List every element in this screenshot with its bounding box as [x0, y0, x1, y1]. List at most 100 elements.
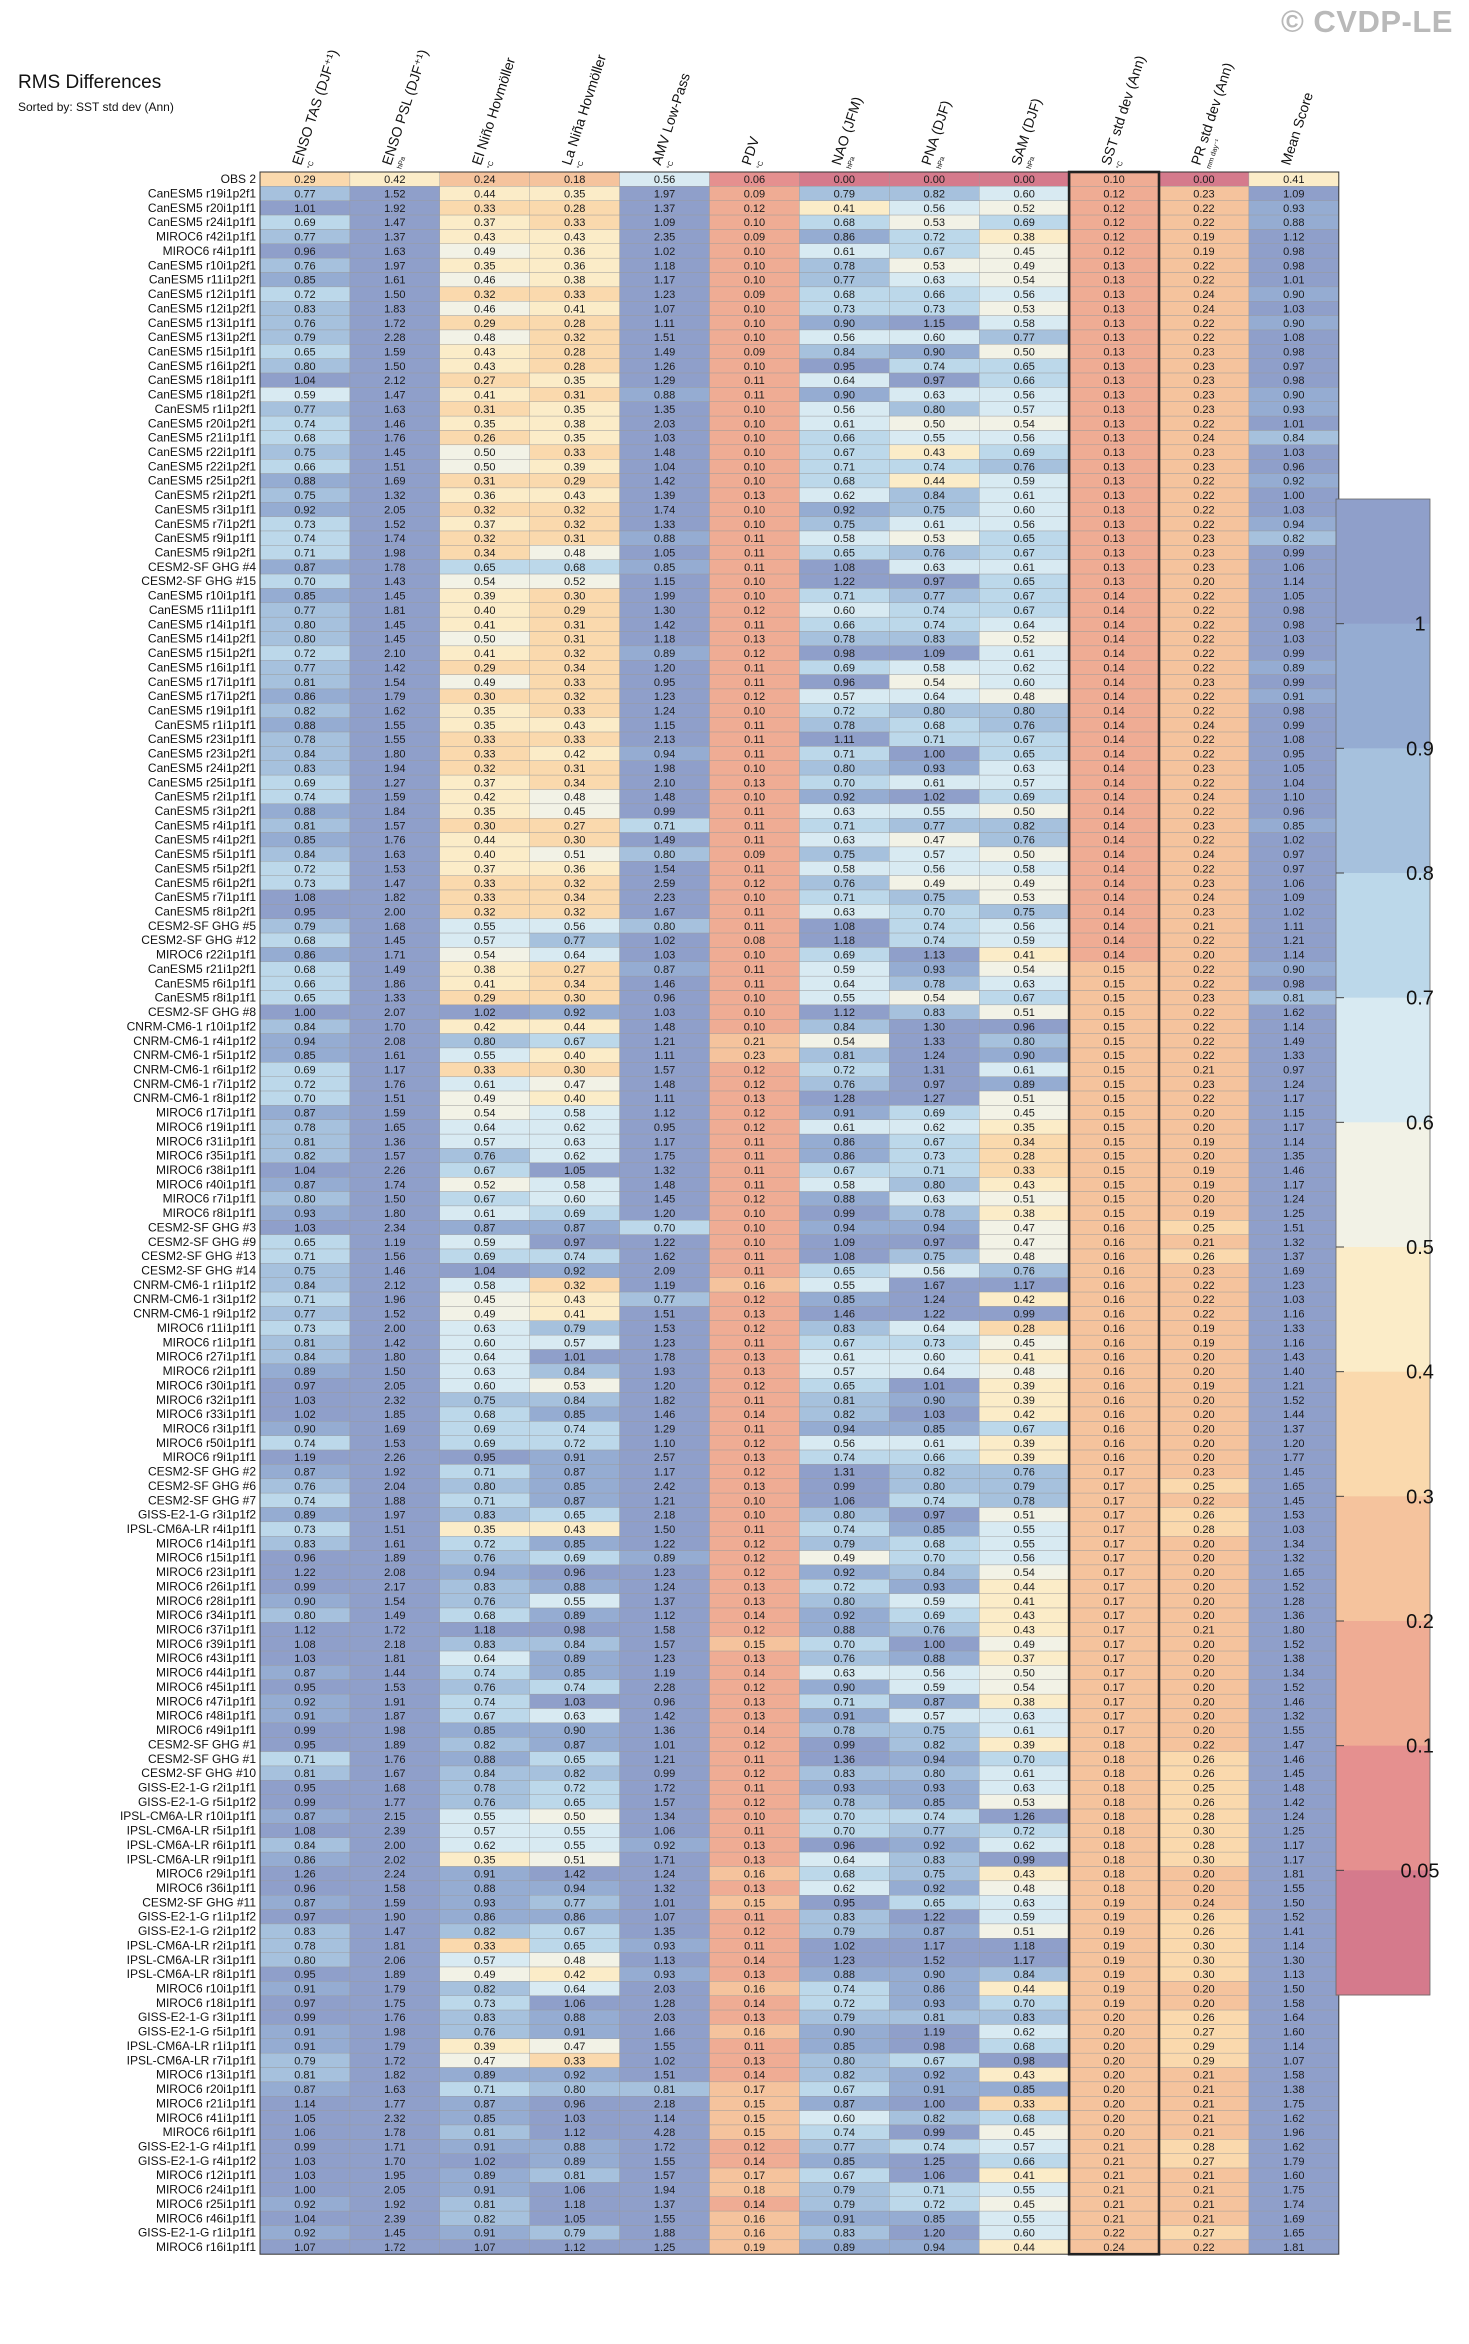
- cell-value: 0.12: [744, 1739, 765, 1751]
- colorbar-swatch: [1336, 1496, 1430, 1622]
- cell-value: 0.82: [1013, 820, 1034, 832]
- cell-value: 0.16: [1103, 1323, 1124, 1335]
- cell-value: 0.18: [744, 2185, 765, 2197]
- cell-value: 0.84: [1283, 433, 1304, 445]
- cell-value: 1.06: [654, 1826, 675, 1838]
- cell-value: 0.19: [1193, 1208, 1214, 1220]
- cell-value: 0.13: [744, 1352, 765, 1364]
- cell-value: 2.35: [654, 232, 675, 244]
- cell-value: 0.35: [474, 1524, 495, 1536]
- cell-value: 0.20: [1193, 1711, 1214, 1723]
- cell-value: 1.76: [384, 835, 405, 847]
- cell-value: 0.18: [1103, 1883, 1124, 1895]
- cell-value: 1.58: [1283, 2070, 1304, 2082]
- cell-value: 0.85: [564, 1538, 585, 1550]
- cell-value: 0.77: [294, 1309, 315, 1321]
- cell-value: 0.89: [654, 648, 675, 660]
- cell-value: 0.11: [744, 734, 765, 746]
- cell-value: 0.17: [1103, 1668, 1124, 1680]
- row-label: CESM2-SF GHG #1: [148, 1752, 256, 1766]
- cell-value: 0.42: [1013, 1294, 1034, 1306]
- cell-value: 0.15: [744, 1897, 765, 1909]
- column-header-unit: hPa: [397, 156, 408, 170]
- cell-value: 0.10: [744, 591, 765, 603]
- row-label: GISS-E2-1-G r4i1p1f1: [138, 2139, 256, 2153]
- cell-value: 0.10: [744, 303, 765, 315]
- cell-value: 1.03: [1283, 1524, 1304, 1536]
- cell-value: 1.72: [384, 2242, 405, 2254]
- cell-value: 0.12: [744, 1438, 765, 1450]
- cell-value: 1.37: [654, 2199, 675, 2211]
- cell-value: 0.87: [294, 1897, 315, 1909]
- cell-value: 1.12: [654, 1108, 675, 1120]
- cell-value: 0.88: [474, 1754, 495, 1766]
- cell-value: 1.24: [654, 705, 675, 717]
- cell-value: 0.13: [744, 1696, 765, 1708]
- column-header-unit: °C: [486, 160, 496, 170]
- cell-value: 0.70: [294, 576, 315, 588]
- cell-value: 1.22: [294, 1567, 315, 1579]
- cell-value: 2.39: [384, 1826, 405, 1838]
- cell-value: 0.81: [294, 820, 315, 832]
- cell-value: 0.14: [1103, 720, 1124, 732]
- colorbar-tick-label: 0.8: [1406, 863, 1434, 885]
- row-label: MIROC6 r11i1p1f1: [157, 1321, 256, 1335]
- cell-value: 1.85: [384, 1409, 405, 1421]
- cell-value: 0.12: [744, 1567, 765, 1579]
- cell-value: 0.80: [924, 1481, 945, 1493]
- cell-value: 0.88: [834, 1194, 855, 1206]
- cell-value: 1.03: [654, 950, 675, 962]
- cell-value: 0.35: [564, 375, 585, 387]
- cell-value: 0.84: [294, 1280, 315, 1292]
- row-label: MIROC6 r36i1p1f1: [156, 1881, 256, 1895]
- cell-value: 0.62: [1013, 1840, 1034, 1852]
- row-label: CanESM5 r6i1p2f1: [155, 876, 257, 890]
- cell-value: 0.66: [294, 978, 315, 990]
- cell-value: 0.22: [1193, 964, 1214, 976]
- cell-value: 0.35: [564, 404, 585, 416]
- cell-value: 0.15: [1103, 1165, 1124, 1177]
- cell-value: 1.52: [924, 1955, 945, 1967]
- row-label: CESM2-SF GHG #14: [141, 1264, 256, 1278]
- cell-value: 0.55: [564, 1840, 585, 1852]
- cell-value: 1.02: [654, 2055, 675, 2067]
- cell-value: 0.96: [294, 1553, 315, 1565]
- cell-value: 0.60: [1013, 189, 1034, 201]
- cell-value: 0.79: [564, 2228, 585, 2240]
- cell-value: 0.38: [1013, 1696, 1034, 1708]
- cell-value: 0.61: [924, 519, 945, 531]
- cell-value: 0.19: [1103, 1969, 1124, 1981]
- cell-value: 0.65: [834, 1380, 855, 1392]
- row-label: MIROC6 r1i1p1f1: [163, 1335, 257, 1349]
- cell-value: 0.72: [1013, 1826, 1034, 1838]
- cell-value: 0.13: [1103, 519, 1124, 531]
- cell-value: 0.19: [1103, 1926, 1124, 1938]
- cell-value: 0.84: [294, 1352, 315, 1364]
- cell-value: 0.11: [744, 820, 765, 832]
- cell-value: 0.89: [834, 2242, 855, 2254]
- cell-value: 0.85: [564, 1409, 585, 1421]
- row-label: MIROC6 r31i1p1f1: [156, 1134, 256, 1148]
- cell-value: 0.22: [1193, 1495, 1214, 1507]
- cell-value: 1.25: [654, 2242, 675, 2254]
- cell-value: 1.08: [1283, 734, 1304, 746]
- cell-value: 0.91: [294, 1984, 315, 1996]
- cell-value: 1.02: [834, 1940, 855, 1952]
- cell-value: 0.81: [654, 2084, 675, 2096]
- cell-value: 0.21: [1193, 2199, 1214, 2211]
- cell-value: 1.07: [654, 303, 675, 315]
- column-header: Mean Score: [1277, 90, 1316, 167]
- cell-value: 0.57: [564, 1337, 585, 1349]
- cell-value: 2.32: [384, 2113, 405, 2125]
- cell-value: 0.91: [564, 1452, 585, 1464]
- cell-value: 0.39: [474, 2041, 495, 2053]
- row-label: CNRM-CM6-1 r1i1p1f2: [133, 1278, 256, 1292]
- cell-value: 0.79: [294, 332, 315, 344]
- cell-value: 0.84: [924, 1567, 945, 1579]
- cell-value: 0.11: [744, 677, 765, 689]
- cell-value: 0.53: [924, 217, 945, 229]
- cell-value: 0.10: [744, 246, 765, 258]
- cell-value: 1.94: [654, 2185, 675, 2197]
- cell-value: 0.22: [1193, 1093, 1214, 1105]
- row-label: CanESM5 r16i1p2f1: [148, 359, 256, 373]
